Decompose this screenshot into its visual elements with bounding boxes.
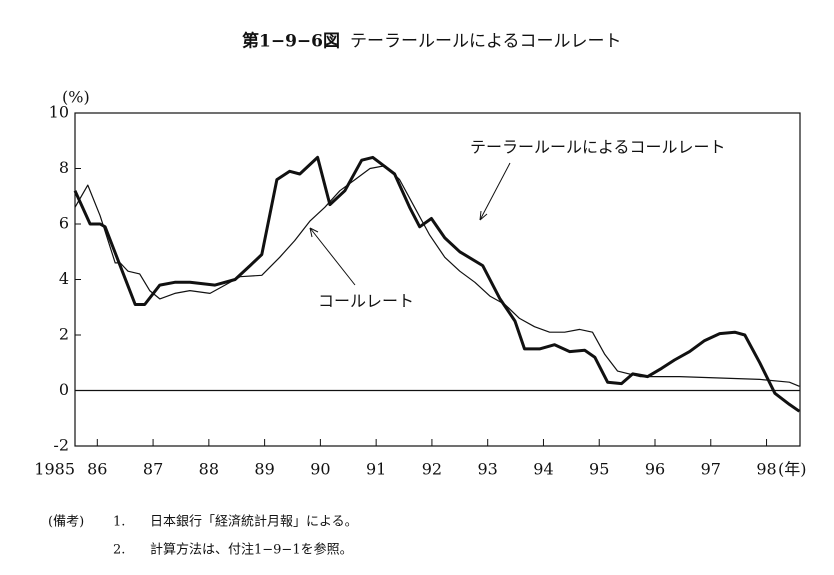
note-text: 計算方法は、付注1−9−1を参照。 xyxy=(150,542,353,558)
y-tick-label: 8 xyxy=(59,158,69,177)
arrow-head xyxy=(309,227,319,238)
arrow-head xyxy=(479,210,488,221)
arrow xyxy=(479,162,511,221)
chart-title: テーラールールによるコールレート xyxy=(350,32,622,52)
plot-frame xyxy=(74,112,801,447)
y-tick-label: -2 xyxy=(53,436,69,455)
x-tick-label: 87 xyxy=(143,460,163,479)
series-annotation: テーラールールによるコールレート xyxy=(470,138,726,157)
series-line xyxy=(74,165,800,387)
y-tick-label: 4 xyxy=(59,269,69,288)
note-number: 2. xyxy=(113,543,125,558)
note-text: 日本銀行「経済統計月報」による。 xyxy=(150,514,358,530)
x-tick-label: 89 xyxy=(254,460,274,479)
y-tick-label: 0 xyxy=(59,380,69,399)
series-annotation: コールレート xyxy=(318,292,414,311)
x-tick-label: 95 xyxy=(589,460,609,479)
x-tick-label: 86 xyxy=(87,460,107,479)
note-number: 1. xyxy=(113,515,125,530)
y-tick-label: 6 xyxy=(59,214,69,233)
x-tick-label: 96 xyxy=(645,460,665,479)
x-tick-label: 1985 xyxy=(34,460,75,479)
figure-number: 第1−9−6図 xyxy=(242,31,340,52)
x-tick-label: 91 xyxy=(366,460,386,479)
x-tick-label: 98 xyxy=(756,460,776,479)
arrow xyxy=(309,227,356,286)
note-label: (備考) xyxy=(48,514,84,530)
x-tick-label: 93 xyxy=(478,460,498,479)
x-tick-label: 94 xyxy=(533,460,553,479)
y-unit: (%) xyxy=(62,88,90,107)
y-tick-label: 10 xyxy=(49,103,69,122)
x-tick-label: 97 xyxy=(701,460,721,479)
x-tick-label: 92 xyxy=(422,460,442,479)
y-tick-label: 2 xyxy=(59,325,69,344)
series-line xyxy=(73,155,801,413)
x-tick-label: 90 xyxy=(310,460,330,479)
x-tick-label: 88 xyxy=(199,460,219,479)
x-unit: (年) xyxy=(778,460,807,479)
